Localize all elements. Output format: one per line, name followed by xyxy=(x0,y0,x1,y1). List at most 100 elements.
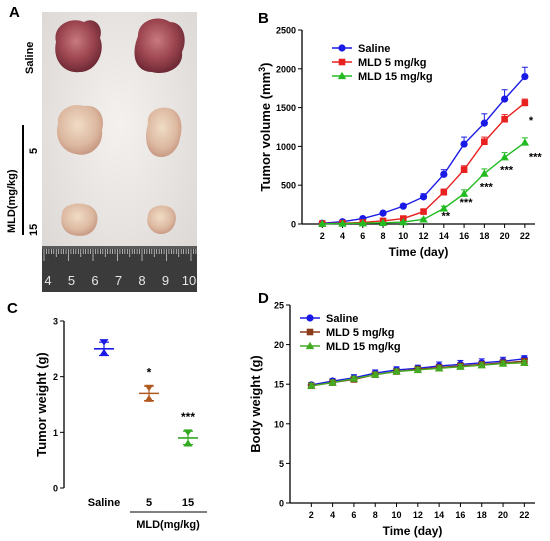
legend-label: MLD 15 mg/kg xyxy=(358,71,433,83)
ruler-ticks xyxy=(43,249,197,261)
chart-b-tumor-volume: 0 500 1000 1500 2000 2500 2 4 6 8 10 12 14 16 18 20 22 Ti… xyxy=(257,26,543,260)
data-point xyxy=(498,359,508,367)
y-tick-label: 1000 xyxy=(276,142,296,152)
data-point xyxy=(501,115,508,123)
ruler: 4 5 6 7 8 9 10 xyxy=(42,246,197,292)
data-point xyxy=(459,189,469,197)
tumor-5mg-right xyxy=(146,107,182,158)
y-tick-label: 500 xyxy=(281,181,296,191)
data-point xyxy=(183,429,193,436)
row-label-dose-5: 5 xyxy=(28,147,40,154)
data-point xyxy=(328,378,337,386)
legend-label: Saline xyxy=(326,313,358,325)
data-point xyxy=(501,95,509,103)
data-point xyxy=(521,99,529,107)
panel-letter-c: C xyxy=(7,300,18,317)
x-tick-label: 14 xyxy=(439,231,449,241)
data-point xyxy=(460,166,468,173)
tumor-15mg-right xyxy=(147,205,176,234)
data-point xyxy=(378,218,388,226)
tumor-15mg-left xyxy=(61,203,98,236)
significance-label: *** xyxy=(181,410,195,424)
y-axis-label: Tumor volume (mm3) xyxy=(257,62,273,191)
x-tick-label: 18 xyxy=(479,231,489,241)
chart-d-axes: 0 5 10 15 20 25 2 4 6 8 10 12 14 16 18 20 22 Time (day) Bo… xyxy=(250,301,535,538)
ruler-numbers: 4 5 6 7 8 9 10 xyxy=(44,273,196,288)
ruler-number: 6 xyxy=(91,273,98,288)
row-label-mld: MLD(mg/kg) xyxy=(6,169,18,233)
chart-d-legend: Saline MLD 5 mg/kg MLD 15 mg/kg xyxy=(300,313,401,353)
chart-d-marks xyxy=(307,355,529,390)
x-tick-label: 8 xyxy=(373,510,378,520)
y-tick-label: 2 xyxy=(53,372,58,382)
legend-marker xyxy=(338,44,346,52)
x-tick-label: 6 xyxy=(351,510,356,520)
x-tick-label: 2 xyxy=(320,231,325,241)
data-point xyxy=(439,204,449,212)
tumor-photo: 4 5 6 7 8 9 10 xyxy=(42,12,197,292)
data-point xyxy=(399,202,407,210)
data-point xyxy=(379,209,387,217)
tumor-photo-drawing: 4 5 6 7 8 9 10 xyxy=(42,12,197,292)
significance-label: *** xyxy=(529,151,543,163)
data-point xyxy=(440,188,448,196)
chart-d-body-weight: 0 5 10 15 20 25 2 4 6 8 10 12 14 16 18 20 22 Time (day) Bo… xyxy=(250,301,535,538)
data-point xyxy=(358,219,367,227)
data-point xyxy=(413,365,423,374)
data-point xyxy=(521,72,529,81)
data-point xyxy=(420,208,427,215)
x-category-label: 15 xyxy=(182,497,194,509)
data-point xyxy=(419,215,428,223)
legend-label: Saline xyxy=(358,43,390,55)
significance-label: * xyxy=(529,115,534,127)
significance-label: *** xyxy=(480,182,494,194)
data-point xyxy=(338,219,347,227)
group-label: MLD(mg/kg) xyxy=(136,519,200,531)
data-point xyxy=(144,384,154,392)
series-line xyxy=(322,76,526,224)
x-tick-label: 16 xyxy=(459,231,469,241)
x-category-label: Saline xyxy=(88,497,120,509)
data-point xyxy=(392,367,401,375)
y-tick-label: 1500 xyxy=(276,103,296,113)
panel-letter-b: B xyxy=(258,10,269,27)
x-tick-label: 10 xyxy=(398,231,408,241)
x-tick-label: 10 xyxy=(392,510,402,520)
data-point xyxy=(349,374,359,382)
chart-b-legend: Saline MLD 5 mg/kg MLD 15 mg/kg xyxy=(332,43,433,83)
data-point xyxy=(480,169,489,177)
y-tick-label: 2000 xyxy=(276,64,296,74)
x-tick-label: 8 xyxy=(381,231,386,241)
x-tick-label: 22 xyxy=(519,510,529,520)
data-point xyxy=(500,153,509,161)
mld-bracket-line xyxy=(22,125,24,235)
data-point xyxy=(183,439,193,447)
panel-letter-a: A xyxy=(9,4,20,21)
data-point xyxy=(481,138,488,146)
legend-label: MLD 5 mg/kg xyxy=(326,327,394,339)
x-tick-label: 18 xyxy=(477,510,487,520)
tumor-5mg-left xyxy=(56,104,104,155)
tumor-saline-right xyxy=(134,18,185,74)
significance-label: * xyxy=(147,366,152,380)
legend-label: MLD 5 mg/kg xyxy=(358,57,426,69)
y-tick-label: 0 xyxy=(53,484,58,494)
x-tick-label: 20 xyxy=(500,231,510,241)
ruler-number: 8 xyxy=(138,273,145,288)
legend-marker xyxy=(338,58,346,66)
ruler-number: 4 xyxy=(44,273,51,288)
data-point xyxy=(307,381,316,389)
significance-label: *** xyxy=(500,165,514,177)
legend-marker xyxy=(305,341,315,350)
x-tick-label: 4 xyxy=(340,231,345,241)
data-point xyxy=(99,348,109,356)
chart-b-axes: 0 500 1000 1500 2000 2500 2 4 6 8 10 12 14 16 18 20 22 Ti… xyxy=(257,26,535,259)
data-point xyxy=(318,219,327,227)
y-tick-label: 2500 xyxy=(276,26,296,36)
data-point xyxy=(460,140,468,148)
y-tick-label: 0 xyxy=(279,499,284,509)
data-point xyxy=(419,193,428,201)
ruler-number: 5 xyxy=(68,273,75,288)
legend-marker xyxy=(306,314,314,322)
x-tick-label: 6 xyxy=(360,231,365,241)
